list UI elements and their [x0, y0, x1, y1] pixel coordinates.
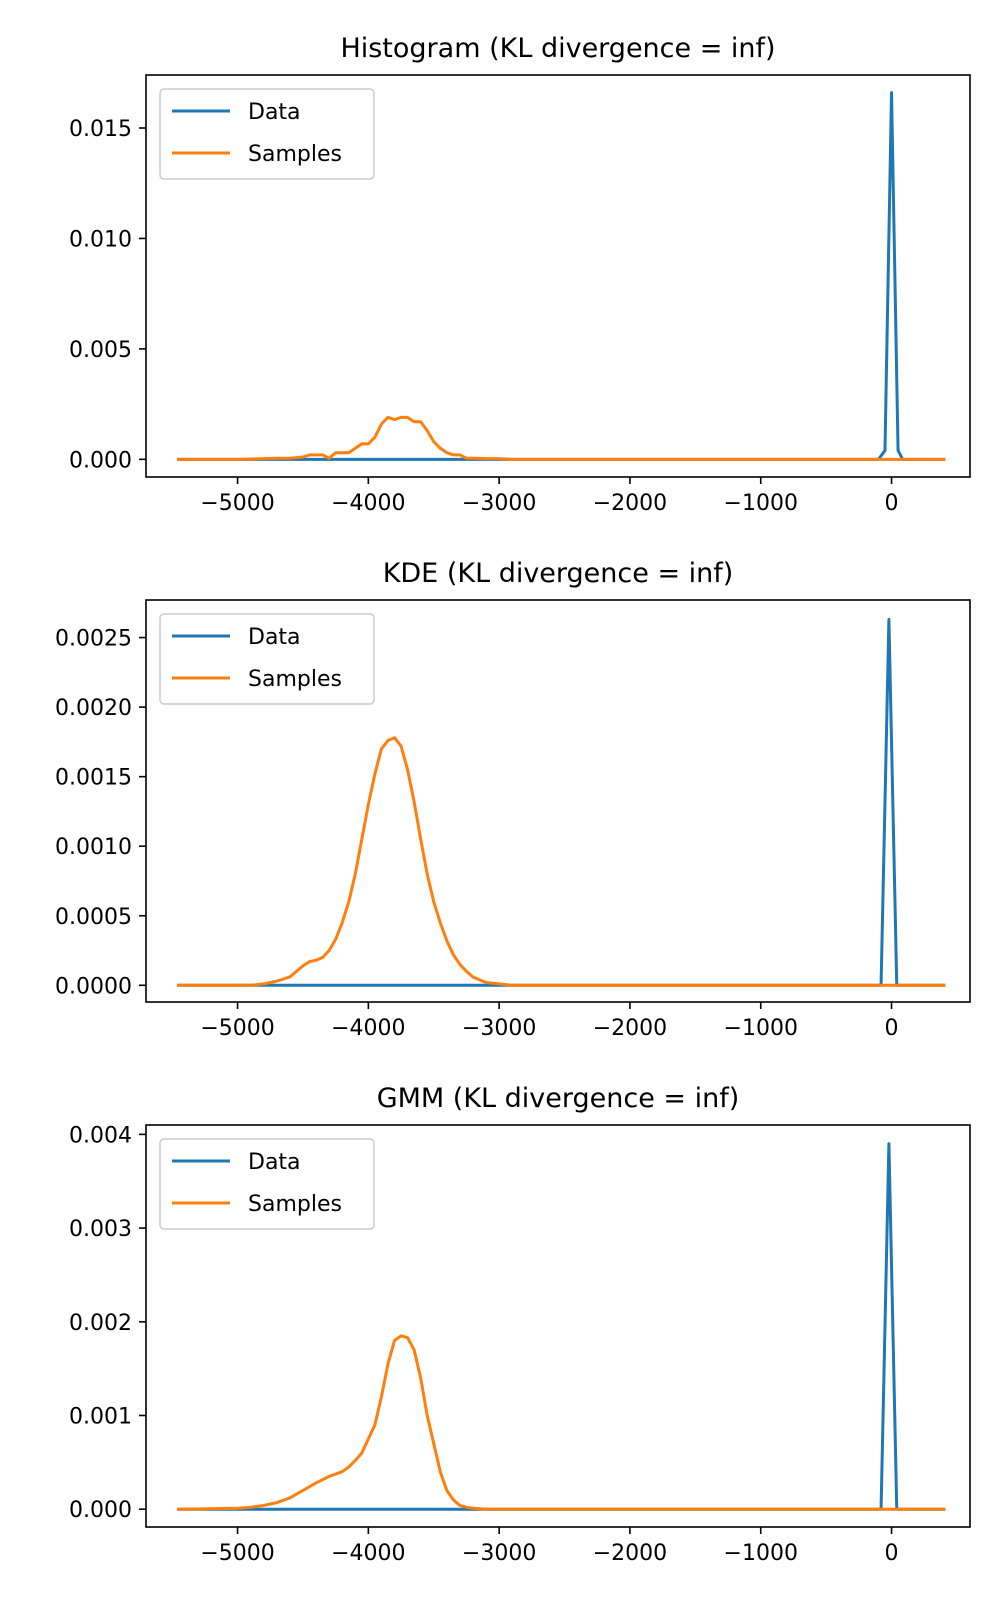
x-tick-label: −2000	[593, 1541, 667, 1566]
x-tick-label: −3000	[462, 491, 536, 516]
legend-label-samples: Samples	[248, 142, 342, 167]
y-tick-label: 0.0000	[55, 974, 132, 999]
chart-title: KDE (KL divergence = inf)	[383, 558, 734, 589]
series-line-samples	[177, 1334, 946, 1511]
x-tick-label: −1000	[724, 1541, 798, 1566]
y-tick-label: 0.005	[69, 338, 132, 363]
legend-label-data: Data	[248, 1150, 301, 1175]
legend: Data Samples	[159, 1138, 375, 1230]
plot-area	[177, 91, 946, 461]
x-tick-label: −5000	[200, 491, 274, 516]
plot-area	[177, 1142, 946, 1511]
x-tick-label: 0	[885, 1541, 899, 1566]
chart-title: Histogram (KL divergence = inf)	[340, 33, 775, 64]
y-tick-label: 0.000	[69, 448, 132, 473]
x-tick-label: −4000	[331, 491, 405, 516]
chart-title: GMM (KL divergence = inf)	[377, 1083, 740, 1114]
x-tick-label: −2000	[593, 491, 667, 516]
x-tick-label: −1000	[724, 491, 798, 516]
chart-panel-2: KDE (KL divergence = inf) −5000 −4000 −3000…	[55, 558, 971, 1041]
axes-frame	[145, 74, 971, 478]
plot-area	[177, 617, 946, 987]
legend-label-data: Data	[248, 100, 301, 125]
axes-frame	[145, 1124, 971, 1528]
y-tick-label: 0.0025	[55, 627, 132, 652]
x-tick-label: −2000	[593, 1016, 667, 1041]
series-line-samples	[177, 415, 946, 461]
x-tick-label: −3000	[462, 1016, 536, 1041]
chart-panel-1: Histogram (KL divergence = inf) −5000 −400…	[69, 33, 971, 516]
y-tick-label: 0.010	[69, 227, 132, 252]
y-tick-label: 0.0020	[55, 696, 132, 721]
x-tick-label: −4000	[331, 1016, 405, 1041]
y-tick-label: 0.0010	[55, 835, 132, 860]
x-tick-label: −5000	[200, 1541, 274, 1566]
y-tick-label: 0.000	[69, 1498, 132, 1523]
y-tick-label: 0.0005	[55, 905, 132, 930]
axes-frame	[145, 599, 971, 1003]
y-tick-label: 0.003	[69, 1217, 132, 1242]
x-tick-label: 0	[885, 1016, 899, 1041]
legend: Data Samples	[159, 613, 375, 705]
x-tick-label: −3000	[462, 1541, 536, 1566]
legend: Data Samples	[159, 88, 375, 180]
x-tick-label: −5000	[200, 1016, 274, 1041]
y-tick-label: 0.015	[69, 117, 132, 142]
x-tick-label: −1000	[724, 1016, 798, 1041]
x-tick-label: 0	[885, 491, 899, 516]
y-tick-label: 0.002	[69, 1311, 132, 1336]
y-tick-label: 0.004	[69, 1123, 132, 1148]
x-tick-label: −4000	[331, 1541, 405, 1566]
y-tick-label: 0.0015	[55, 766, 132, 791]
legend-label-samples: Samples	[248, 1192, 342, 1217]
series-line-samples	[177, 736, 946, 987]
chart-panel-3: GMM (KL divergence = inf) −5000 −4000 −3000…	[69, 1083, 971, 1566]
legend-label-samples: Samples	[248, 667, 342, 692]
legend-label-data: Data	[248, 625, 301, 650]
y-tick-label: 0.001	[69, 1404, 132, 1429]
